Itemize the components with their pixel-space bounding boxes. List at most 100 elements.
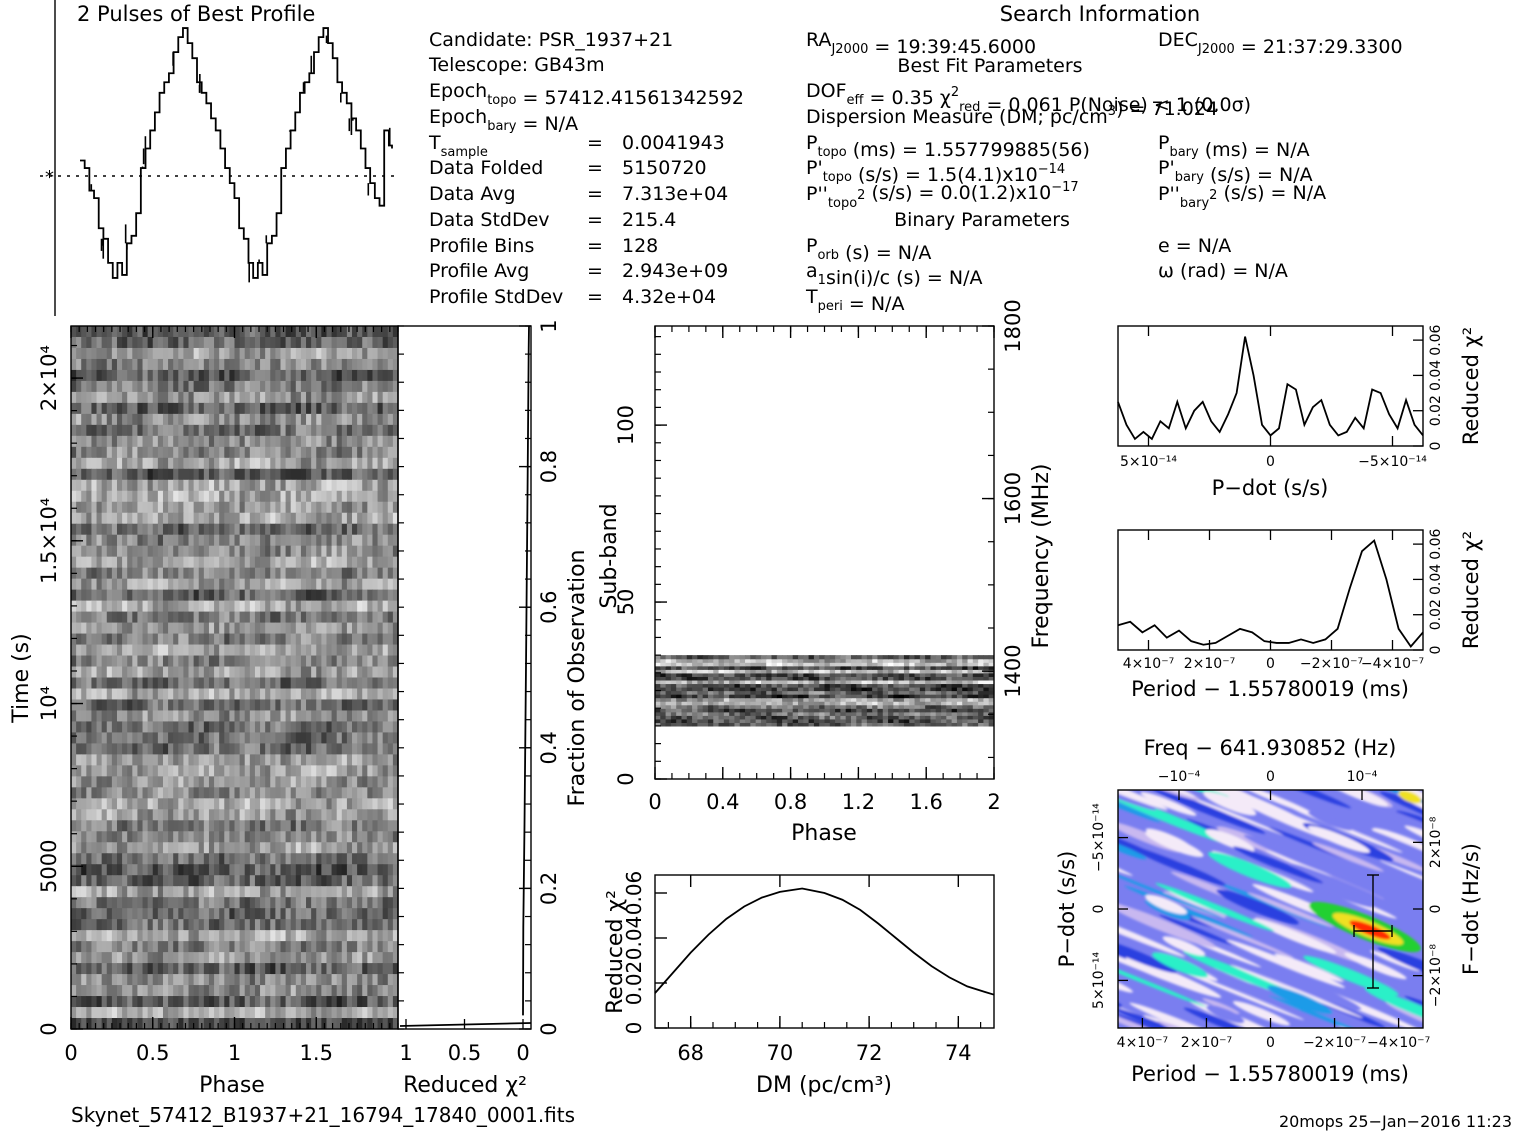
tp-pixel [137, 864, 143, 876]
sb-pixel [798, 715, 804, 719]
tp-pixel [260, 1007, 266, 1019]
tp-pixel [367, 699, 373, 711]
tp-pixel [260, 831, 266, 843]
sb-pixel [703, 705, 709, 709]
tp-pixel [148, 974, 154, 986]
info-col1-row-value: 128 [622, 235, 658, 257]
tp-pixel [378, 688, 384, 700]
sb-pixel [719, 705, 725, 709]
tp-pixel [270, 579, 276, 591]
tp-pixel [388, 447, 394, 459]
tp-pixel [301, 864, 307, 876]
tp-pixel [158, 546, 164, 558]
tp-pixel [214, 798, 220, 810]
tp-pixel [194, 1018, 200, 1030]
tp-pixel [286, 678, 292, 690]
tp-pixel [388, 414, 394, 426]
tp-pixel [347, 985, 353, 997]
tp-pixel [112, 919, 118, 931]
tp-pixel [316, 798, 322, 810]
tp-pixel [71, 853, 77, 865]
tp-pixel [153, 1007, 159, 1019]
tp-pixel [280, 886, 286, 898]
tp-pixel [137, 513, 143, 525]
tp-pixel [219, 491, 225, 503]
tp-pixel [388, 930, 394, 942]
tp-pixel [204, 557, 210, 569]
tp-pixel [132, 963, 138, 975]
tp-pixel [301, 886, 307, 898]
tp-pixel [306, 414, 312, 426]
tp-pixel [250, 875, 256, 887]
tp-pixel [291, 721, 297, 733]
sb-pixel [904, 701, 910, 705]
tp-pixel [245, 743, 251, 755]
tp-pixel [183, 546, 189, 558]
tp-pixel [255, 831, 261, 843]
tp-pixel [275, 359, 281, 371]
tp-pixel [316, 842, 322, 854]
tp-pixel [112, 403, 118, 415]
sb-pixel [777, 708, 783, 712]
tp-pixel [224, 952, 230, 964]
tp-pixel [224, 491, 230, 503]
sb-pixel [655, 719, 661, 723]
tp-pixel [189, 425, 195, 437]
sb-pixel [893, 719, 899, 723]
tp-pixel [76, 908, 82, 920]
tp-pixel [127, 623, 133, 635]
sb-pixel [787, 722, 793, 726]
tp-pixel [178, 348, 184, 360]
tp-pixel [265, 546, 271, 558]
tp-pixel [326, 678, 332, 690]
tp-pixel [148, 688, 154, 700]
sb-pixel [703, 708, 709, 712]
tp-pixel [148, 348, 154, 360]
tp-pixel [378, 930, 384, 942]
tp-pixel [260, 776, 266, 788]
tp-pixel [137, 787, 143, 799]
tp-pixel [260, 381, 266, 393]
tp-pixel [265, 930, 271, 942]
tp-pixel [91, 941, 97, 953]
sb-pixel [697, 708, 703, 712]
tp-pixel [229, 875, 235, 887]
tp-pixel [86, 875, 92, 887]
tp-pixel [199, 908, 205, 920]
tp-pixel [286, 480, 292, 492]
tp-pixel [235, 557, 241, 569]
tp-pixel [326, 634, 332, 646]
tp-pixel [137, 469, 143, 481]
tp-pixel [275, 458, 281, 470]
tp-pixel [158, 908, 164, 920]
sb-pixel [978, 694, 984, 698]
tp-pixel [71, 765, 77, 777]
tp-pixel [137, 590, 143, 602]
tp-pixel [153, 370, 159, 382]
tp-pixel [321, 743, 327, 755]
tp-pixel [229, 667, 235, 679]
tp-pixel [173, 502, 179, 514]
tp-pixel [280, 831, 286, 843]
tp-pixel [296, 721, 302, 733]
tp-pixel [143, 908, 149, 920]
tp-pixel [255, 743, 261, 755]
tp-pixel [71, 798, 77, 810]
tp-pixel [122, 963, 128, 975]
tp-pixel [332, 919, 338, 931]
tp-pixel [137, 941, 143, 953]
tp-pixel [235, 480, 241, 492]
tp-pixel [209, 381, 215, 393]
tp-pixel [81, 820, 87, 832]
tp-pixel [199, 634, 205, 646]
tp-pixel [158, 875, 164, 887]
tp-pixel [204, 688, 210, 700]
tp-pixel [352, 1007, 358, 1019]
tp-pixel [255, 634, 261, 646]
tp-pixel [102, 732, 108, 744]
tp-pixel [265, 612, 271, 624]
tp-pixel [219, 732, 225, 744]
tp-pixel [194, 480, 200, 492]
tp-pixel [86, 480, 92, 492]
tp-pixel [97, 765, 103, 777]
